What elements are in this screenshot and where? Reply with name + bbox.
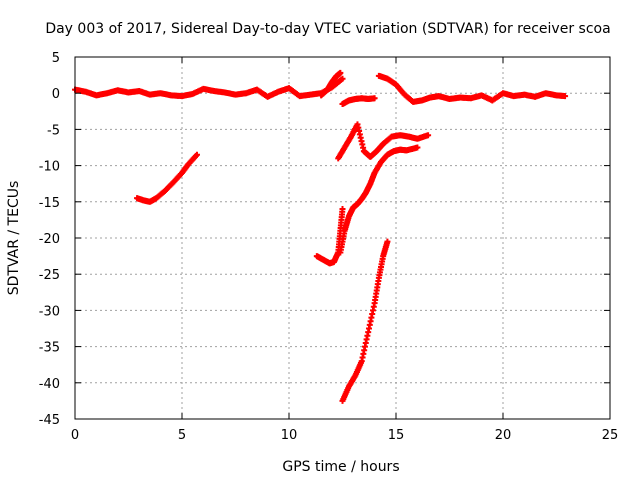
axis-ticks: 0 5 10 15 20 25 5 0 -5 -10 -15 -20 -25 -30 -35 -40 -45 [39, 51, 619, 443]
y-tick-label: -25 [39, 268, 60, 283]
data-point [371, 95, 378, 102]
series-arc-a [134, 151, 200, 205]
x-tick-label: 0 [71, 428, 79, 443]
data-point [337, 69, 344, 76]
x-axis-label: GPS time / hours [282, 459, 399, 475]
x-tick-label: 10 [281, 428, 298, 443]
y-tick-label: -40 [39, 377, 60, 392]
data-point [414, 144, 421, 151]
y-tick-label: -20 [39, 232, 60, 247]
y-tick-label: -5 [47, 123, 60, 138]
y-tick-label: 5 [52, 51, 60, 66]
series-arc-c [337, 144, 421, 256]
series-arc-baseline-late [375, 72, 569, 105]
data-point [339, 75, 346, 82]
series-arc-spike [318, 69, 344, 99]
y-tick-label: -10 [39, 160, 60, 175]
y-tick-label: -45 [39, 413, 60, 428]
data-point [425, 132, 432, 139]
chart-title: Day 003 of 2017, Sidereal Day-to-day VTE… [45, 21, 610, 37]
plot-frame [74, 56, 611, 420]
y-tick-label: 0 [52, 87, 60, 102]
series-arc-mid-low [339, 95, 378, 108]
series-arc-d [335, 121, 432, 162]
data-series [72, 69, 569, 404]
data-point [562, 93, 569, 100]
data-point [384, 238, 391, 245]
series-arc-e [339, 238, 391, 404]
y-tick-label: -35 [39, 341, 60, 356]
y-tick-label: -15 [39, 196, 60, 211]
x-tick-label: 25 [602, 428, 619, 443]
data-point [193, 151, 200, 158]
data-point [339, 206, 346, 213]
x-tick-label: 20 [495, 428, 512, 443]
series-arc-baseline [72, 75, 346, 100]
x-tick-label: 5 [178, 428, 186, 443]
x-tick-label: 15 [388, 428, 405, 443]
y-tick-label: -30 [39, 304, 60, 319]
y-axis-label: SDTVAR / TECUs [6, 181, 22, 296]
